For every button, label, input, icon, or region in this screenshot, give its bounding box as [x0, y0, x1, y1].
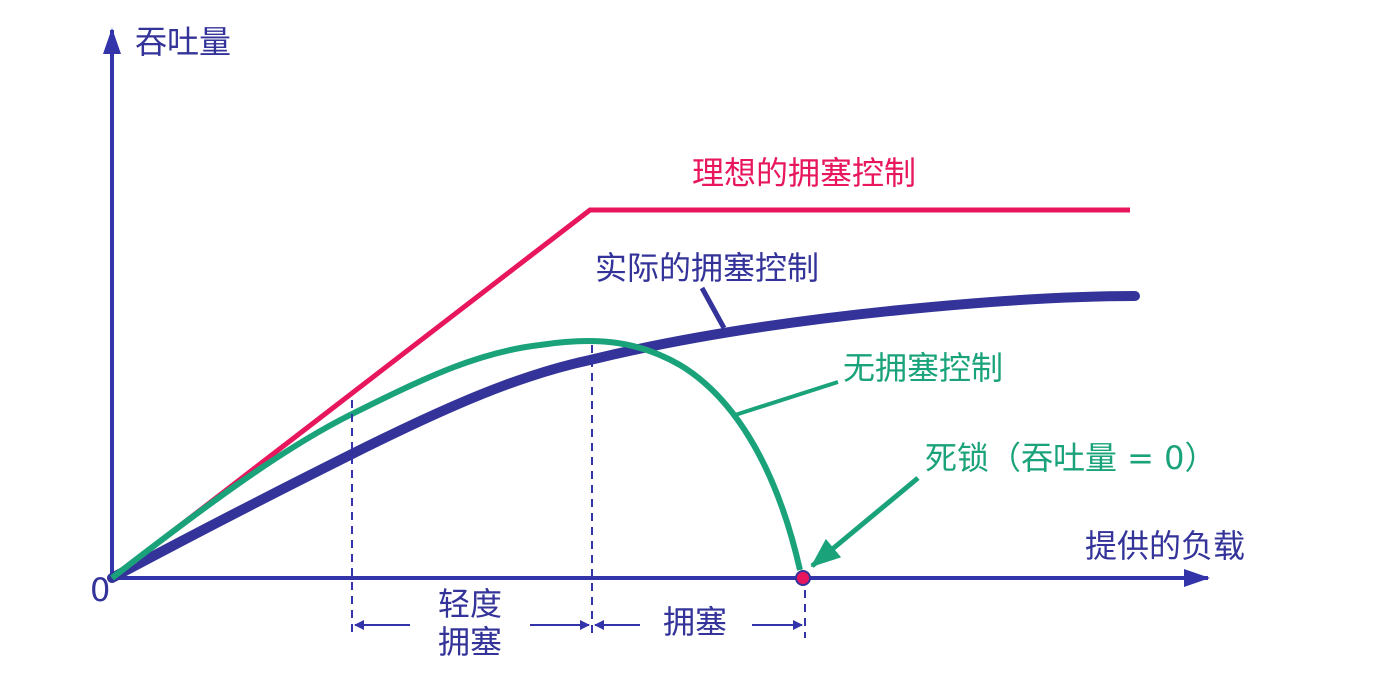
- region-label: 拥塞: [438, 623, 502, 661]
- x-axis-label: 提供的负载: [1085, 527, 1245, 565]
- deadlock-label: 死锁（吞吐量 = 0）: [925, 439, 1217, 477]
- ideal-label: 理想的拥塞控制: [692, 154, 916, 192]
- no-control-pointer: [734, 380, 839, 417]
- no-control-curve: [110, 338, 803, 581]
- actual-pointer: [699, 286, 727, 330]
- actual-curve: [107, 291, 1140, 583]
- deadlock-pointer: [810, 476, 920, 568]
- origin-label: 0: [90, 571, 110, 609]
- region-label: 轻度: [438, 585, 502, 623]
- ideal-curve: [110, 207, 1130, 580]
- no-control-label: 无拥塞控制: [843, 349, 1003, 387]
- region-label: 拥塞: [663, 603, 727, 641]
- y-axis-label: 吞吐量: [135, 23, 231, 61]
- deadlock-point: [795, 570, 811, 586]
- actual-label: 实际的拥塞控制: [595, 249, 819, 287]
